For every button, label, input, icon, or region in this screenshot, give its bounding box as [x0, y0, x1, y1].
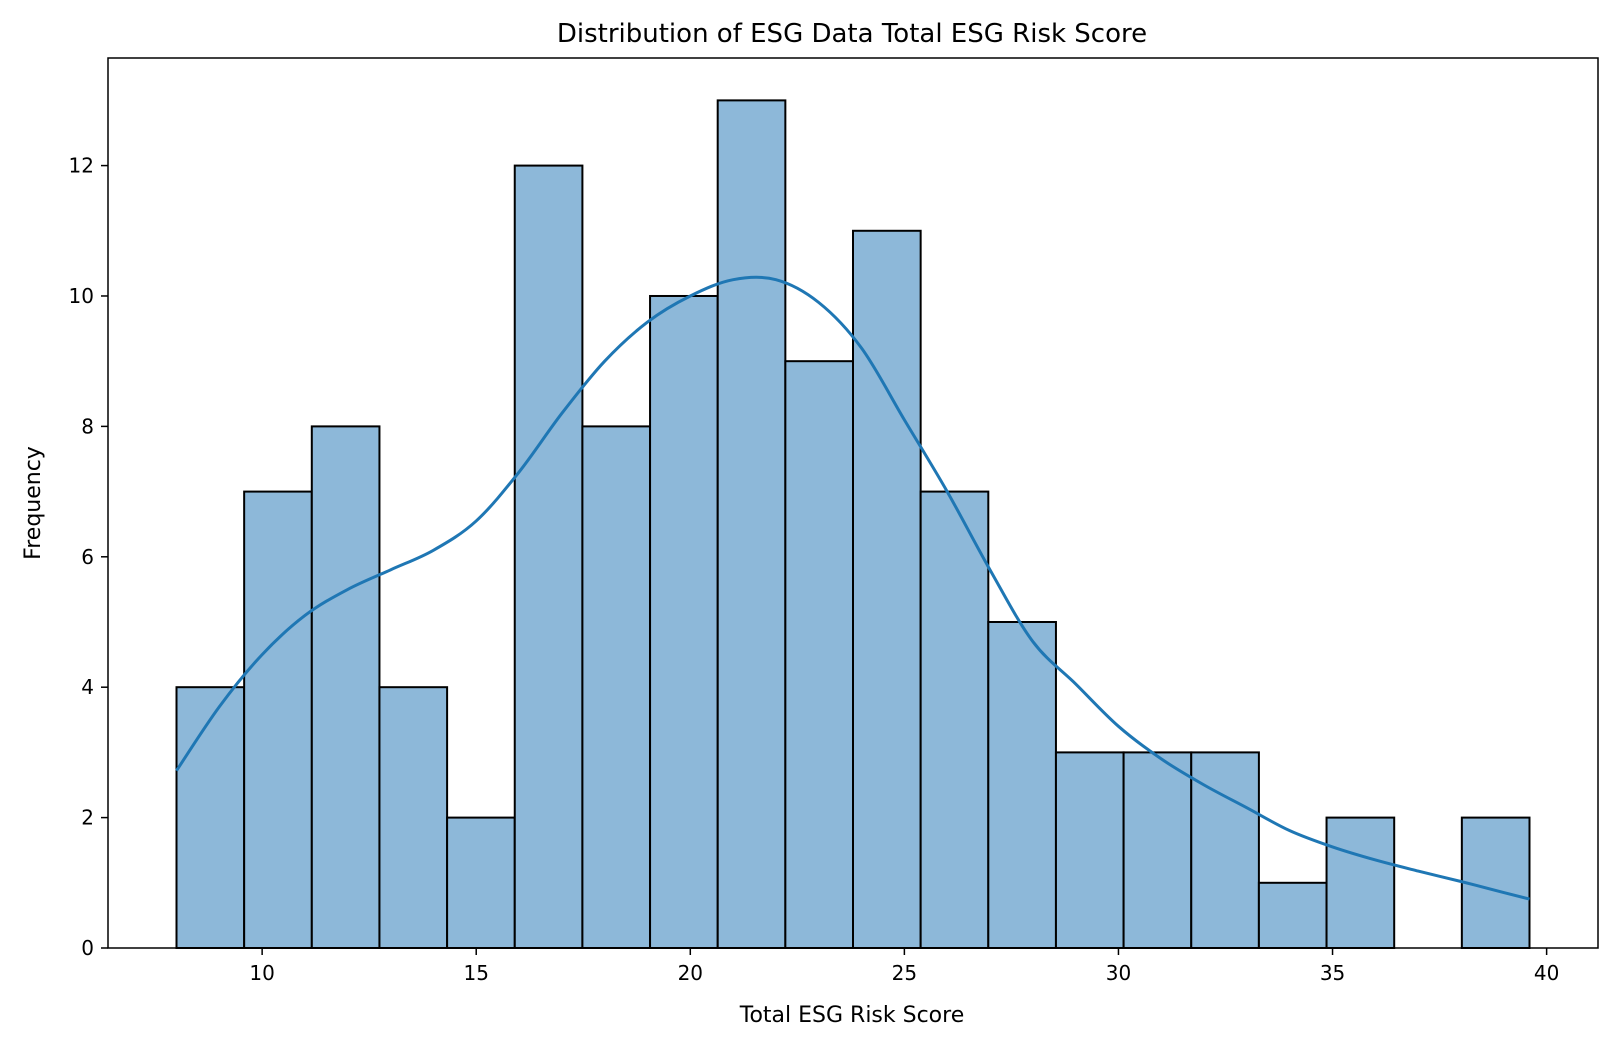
y-tick-label: 12 [69, 154, 94, 178]
histogram-bar [919, 490, 990, 949]
chart-title: Distribution of ESG Data Total ESG Risk … [557, 19, 1147, 49]
x-axis-ticks: 10 15 20 25 30 35 40 [249, 948, 1559, 985]
x-tick-label: 35 [1320, 961, 1345, 985]
x-tick-label: 10 [249, 961, 274, 985]
y-tick-label: 10 [69, 284, 94, 308]
x-tick-label: 20 [678, 961, 703, 985]
histogram-bar [1054, 751, 1125, 950]
y-tick-label: 2 [81, 806, 94, 830]
histogram-bar [784, 360, 855, 949]
y-tick-label: 4 [81, 675, 94, 699]
x-tick-label: 40 [1534, 961, 1559, 985]
histogram-bar [581, 425, 652, 949]
x-tick-label: 25 [892, 961, 917, 985]
bars-group [175, 99, 1531, 950]
kde-group [175, 275, 1530, 901]
histogram-bar [175, 686, 246, 949]
histogram-bar [1325, 816, 1396, 949]
histogram-bar [649, 294, 719, 949]
histogram-bar [243, 490, 313, 949]
y-tick-label: 0 [81, 936, 94, 960]
histogram-bar [310, 425, 381, 949]
y-axis-ticks: 0 2 4 6 8 10 12 [69, 154, 108, 960]
histogram-bar [716, 99, 787, 949]
y-tick-label: 6 [81, 545, 94, 569]
histogram-bar [378, 686, 449, 949]
histogram-bar [1257, 881, 1328, 949]
x-tick-label: 15 [463, 961, 488, 985]
histogram-bar [446, 816, 516, 949]
x-axis-label: Total ESG Risk Score [739, 1003, 965, 1028]
histogram-bar [852, 229, 922, 950]
y-axis-label: Frequency [21, 446, 46, 560]
kde-line [175, 275, 1530, 901]
histogram-bar [987, 620, 1057, 949]
histogram-bar [513, 164, 584, 950]
histogram-bar [1122, 751, 1193, 950]
plot-frame [107, 57, 1599, 949]
x-tick-label: 30 [1106, 961, 1131, 985]
y-tick-label: 8 [81, 414, 94, 438]
